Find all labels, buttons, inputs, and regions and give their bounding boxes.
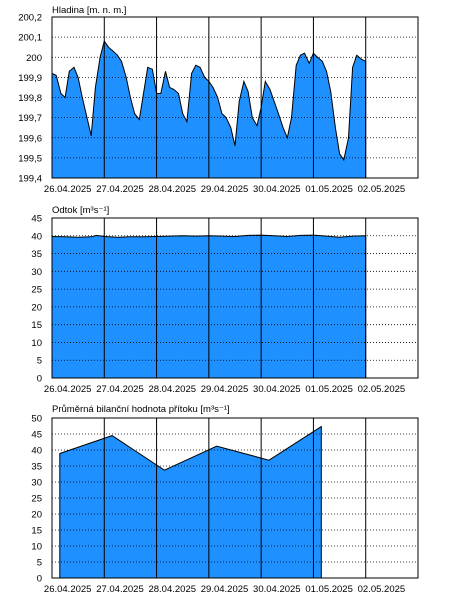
inflow-x-tick-label: 26.04.2025 — [44, 584, 92, 595]
water-level-x-tick-label: 01.05.2025 — [305, 184, 353, 195]
water-level-y-tick-label: 200,2 — [18, 13, 42, 24]
inflow-x-tick-label: 30.04.2025 — [253, 584, 301, 595]
water-level-y-tick-label: 199,9 — [18, 73, 42, 84]
water-level-chart-title: Hladina [m. n. m.] — [52, 5, 126, 16]
water-level-y-tick-label: 200,1 — [18, 33, 42, 44]
water-level-x-tick-label: 28.04.2025 — [148, 184, 196, 195]
outflow-x-tick-label: 28.04.2025 — [148, 384, 196, 395]
outflow-y-tick-label: 40 — [31, 231, 42, 242]
water-level-panel: Hladina [m. n. m.] 200,2 200,1 200 199,9 199,… — [18, 5, 419, 195]
inflow-panel: Průměrná bilanční hodnota přítoku [m³s⁻¹… — [31, 404, 419, 595]
water-level-y-tick-label: 199,6 — [18, 133, 42, 144]
outflow-y-tick-label: 35 — [31, 249, 42, 260]
outflow-y-tick-label: 25 — [31, 285, 42, 296]
outflow-chart-title: Odtok [m³s⁻¹] — [52, 205, 109, 216]
water-level-y-tick-label: 200 — [26, 53, 42, 64]
inflow-x-tick-label: 02.05.2025 — [358, 584, 406, 595]
inflow-y-tick-label: 0 — [37, 574, 42, 585]
water-level-y-tick-label: 199,4 — [18, 174, 42, 185]
outflow-x-tick-label: 02.05.2025 — [358, 384, 406, 395]
inflow-x-tick-label: 01.05.2025 — [305, 584, 353, 595]
outflow-x-tick-label: 30.04.2025 — [253, 384, 301, 395]
inflow-plot-frame — [51, 417, 419, 579]
inflow-y-tick-label: 35 — [31, 462, 42, 473]
outflow-x-tick-label: 26.04.2025 — [44, 384, 92, 395]
inflow-y-tick-label: 20 — [31, 510, 42, 521]
inflow-x-tick-label: 29.04.2025 — [201, 584, 249, 595]
outflow-y-tick-label: 5 — [37, 356, 42, 367]
outflow-y-tick-label: 10 — [31, 338, 42, 349]
inflow-x-tick-label: 27.04.2025 — [96, 584, 144, 595]
outflow-y-tick-label: 15 — [31, 320, 42, 331]
outflow-y-tick-label: 30 — [31, 267, 42, 278]
inflow-chart-title: Průměrná bilanční hodnota přítoku [m³s⁻¹… — [52, 404, 230, 415]
outflow-plot-frame — [51, 217, 419, 379]
inflow-series-area — [59, 425, 322, 579]
water-level-plot-frame — [51, 16, 419, 179]
water-level-y-tick-label: 199,7 — [18, 113, 42, 124]
outflow-x-tick-label: 29.04.2025 — [201, 384, 249, 395]
water-level-y-tick-label: 199,5 — [18, 153, 42, 164]
outflow-panel: Odtok [m³s⁻¹] 45 40 35 30 25 20 15 10 5 026.04.202… — [31, 205, 419, 395]
inflow-x-tick-label: 28.04.2025 — [148, 584, 196, 595]
inflow-y-tick-label: 5 — [37, 558, 42, 569]
water-level-x-tick-label: 29.04.2025 — [201, 184, 249, 195]
outflow-x-tick-label: 01.05.2025 — [305, 384, 353, 395]
outflow-y-tick-label: 20 — [31, 302, 42, 313]
outflow-y-tick-label: 0 — [37, 374, 42, 385]
inflow-y-tick-label: 50 — [31, 414, 42, 425]
inflow-y-tick-label: 15 — [31, 526, 42, 537]
water-level-x-tick-label: 02.05.2025 — [358, 184, 406, 195]
water-level-x-tick-label: 30.04.2025 — [253, 184, 301, 195]
water-level-x-tick-label: 27.04.2025 — [96, 184, 144, 195]
outflow-x-tick-label: 27.04.2025 — [96, 384, 144, 395]
inflow-y-tick-label: 40 — [31, 446, 42, 457]
water-level-x-tick-label: 26.04.2025 — [44, 184, 92, 195]
inflow-y-tick-label: 45 — [31, 430, 42, 441]
inflow-y-tick-label: 10 — [31, 542, 42, 553]
inflow-y-tick-label: 25 — [31, 494, 42, 505]
inflow-y-tick-label: 30 — [31, 478, 42, 489]
outflow-y-tick-label: 45 — [31, 214, 42, 225]
water-level-y-tick-label: 199,8 — [18, 93, 42, 104]
